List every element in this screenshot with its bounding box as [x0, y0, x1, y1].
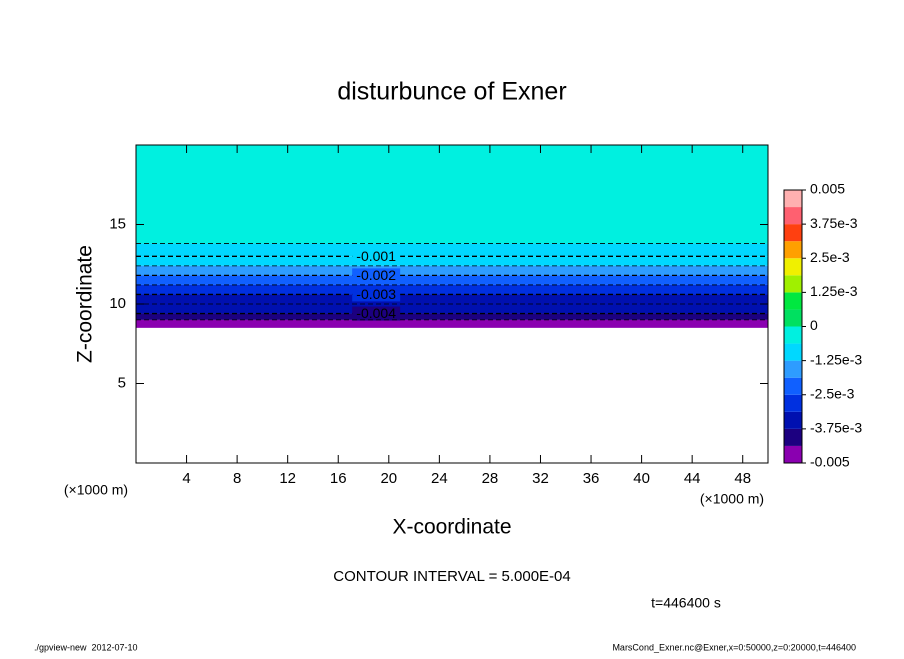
colorbar-band [784, 275, 802, 293]
colorbar-tick-label: -0.005 [810, 454, 850, 470]
colorbar-band [784, 309, 802, 327]
x-tick-label: 44 [684, 470, 701, 487]
time-label: t=446400 s [651, 595, 721, 611]
colorbar-band [784, 241, 802, 259]
contour-fill [136, 256, 768, 266]
x-tick-label: 40 [633, 470, 650, 487]
footer-left: ./gpview-new 2012-07-10 [34, 642, 138, 652]
y-tick-label: 5 [118, 374, 126, 391]
colorbar-tick-label: 3.75e-3 [810, 215, 858, 231]
x-tick-label: 16 [330, 470, 347, 487]
colorbar-band [784, 343, 802, 361]
x-tick-label: 12 [279, 470, 296, 487]
x-tick-label: 24 [431, 470, 448, 487]
y-axis-label: Z-coordinate [74, 245, 97, 363]
colorbar-band [784, 411, 802, 429]
contour-label-bg [352, 249, 401, 264]
contour-label: -0.002 [356, 267, 396, 283]
x-tick-label: 4 [182, 470, 190, 487]
contour-fill [136, 284, 768, 295]
contour-fill [136, 313, 768, 320]
colorbar-band [784, 394, 802, 412]
colorbar-tick-label: 2.5e-3 [810, 249, 850, 265]
y-tick-label: 10 [109, 295, 126, 312]
contour-label-bg [352, 306, 401, 321]
y-unit: (×1000 m) [64, 482, 128, 498]
x-tick-label: 20 [380, 470, 397, 487]
colorbar-tick-label: -2.5e-3 [810, 385, 855, 401]
x-tick-label: 32 [532, 470, 549, 487]
colorbar-tick-label: 1.25e-3 [810, 283, 858, 299]
contour-label: -0.004 [356, 305, 396, 321]
x-unit: (×1000 m) [700, 491, 764, 507]
x-tick-label: 28 [482, 470, 499, 487]
colorbar-band [784, 428, 802, 446]
contour-label-bg [352, 268, 401, 283]
x-tick-label: 36 [583, 470, 600, 487]
contour-label-bg [352, 287, 401, 302]
colorbar-band [784, 207, 802, 225]
colorbar-band [784, 292, 802, 310]
colorbar-tick-label: 0 [810, 317, 818, 333]
colorbar-tick-label: 0.005 [810, 181, 845, 197]
colorbar-band [784, 326, 802, 344]
colorbar-tick-label: -3.75e-3 [810, 420, 862, 436]
contour-label: -0.003 [356, 286, 396, 302]
y-tick-label: 15 [109, 215, 126, 232]
contour-fill [136, 265, 768, 276]
colorbar-band [784, 445, 802, 463]
contour-interval: CONTOUR INTERVAL = 5.000E-04 [333, 568, 570, 585]
contour-fill [136, 145, 768, 244]
x-axis-label: X-coordinate [392, 516, 511, 539]
contour-fill [136, 243, 768, 257]
colorbar-tick-label: -1.25e-3 [810, 351, 862, 367]
colorbar-band [784, 224, 802, 242]
colorbar-band [784, 258, 802, 276]
contour-fill [136, 275, 768, 285]
contour-fill [136, 304, 768, 314]
chart-title: disturbunce of Exner [337, 78, 566, 106]
contour-fill [136, 294, 768, 304]
contour-fill [136, 319, 768, 328]
x-tick-label: 8 [233, 470, 241, 487]
colorbar-band [784, 360, 802, 378]
colorbar-band [784, 190, 802, 208]
contour-label: -0.001 [356, 248, 396, 264]
x-tick-label: 48 [734, 470, 751, 487]
footer-right: MarsCond_Exner.nc@Exner,x=0:50000,z=0:20… [612, 642, 856, 652]
colorbar-band [784, 377, 802, 395]
